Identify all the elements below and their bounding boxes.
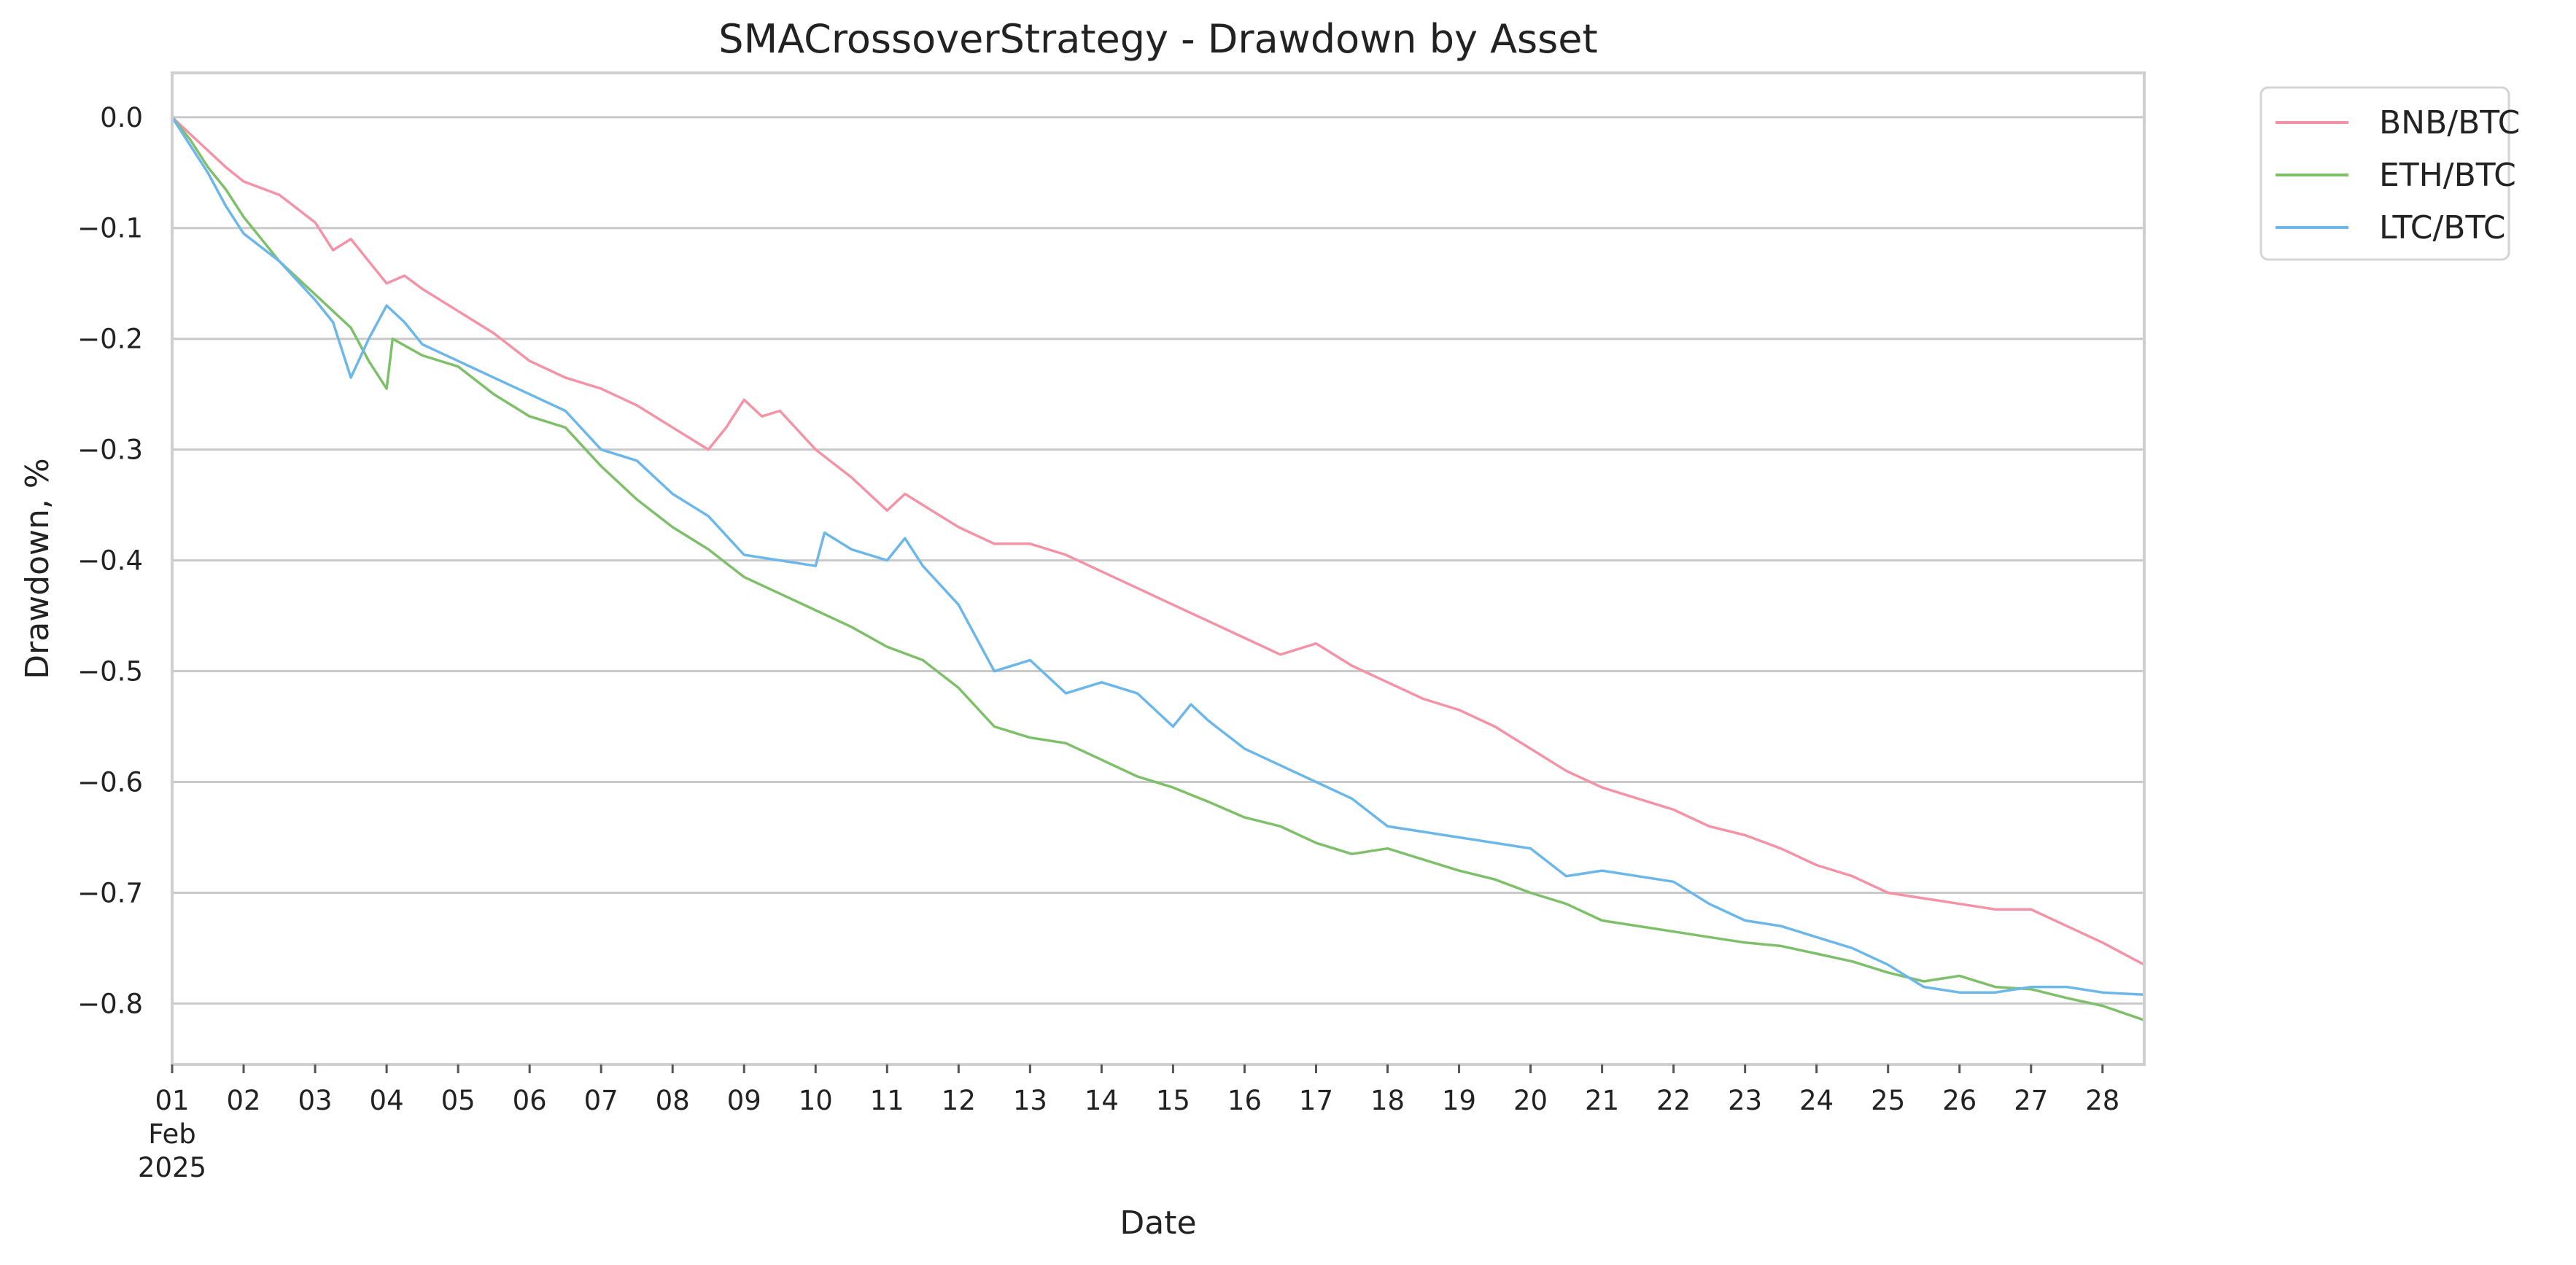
x-tick-label: 09 [727,1085,761,1116]
x-tick-label: 23 [1728,1085,1762,1116]
x-tick-label: 22 [1656,1085,1691,1116]
x-axis-label: Date [1120,1204,1196,1242]
y-tick-label: −0.7 [77,877,143,908]
y-tick-label: −0.1 [77,213,143,244]
x-tick-label: 18 [1370,1085,1405,1116]
series-line-ltc-btc [171,116,2145,997]
x-tick-label: 16 [1227,1085,1262,1116]
x-tick-label: 03 [298,1085,333,1116]
y-axis-label: Drawdown, % [19,458,56,679]
x-tick-month: Feb [148,1118,196,1150]
y-tick-label: 0.0 [100,102,143,133]
x-tick-label: 05 [441,1085,476,1116]
x-tick-label: 04 [370,1085,404,1116]
x-tick-label: 08 [656,1085,690,1116]
y-tick-label: −0.6 [77,767,143,798]
legend-label: ETH/BTC [2379,157,2516,194]
legend-frame [2259,86,2510,261]
x-tick-label: 24 [1799,1085,1834,1116]
x-tick-label: 07 [584,1085,618,1116]
legend-label: BNB/BTC [2379,104,2520,141]
y-tick-label: −0.2 [77,324,143,355]
x-tick-label: 13 [1013,1085,1047,1116]
x-tick-label: 14 [1085,1085,1119,1116]
legend: BNB/BTC ETH/BTC LTC/BTC [2259,86,2520,261]
x-tick-label: 15 [1156,1085,1190,1116]
x-tick-label: 11 [870,1085,904,1116]
series-line-eth-btc [171,116,2145,1021]
x-tick-label: 27 [2014,1085,2048,1116]
x-tick-label: 28 [2085,1085,2119,1116]
x-tick-label: 01 [155,1085,189,1116]
y-tick-label: −0.3 [77,435,143,466]
y-tick-label: −0.5 [77,656,143,688]
legend-label: LTC/BTC [2379,209,2506,246]
x-tick-label: 12 [942,1085,976,1116]
y-ticks: 0.0 −0.1 −0.2 −0.3 −0.4 −0.5 −0.6 −0.7 −0.8 [77,102,143,1020]
x-tick-label: 20 [1513,1085,1548,1116]
x-tick-label: 19 [1442,1085,1476,1116]
x-tick-label: 17 [1299,1085,1333,1116]
x-tick-label: 25 [1871,1085,1905,1116]
x-tick-year: 2025 [138,1152,206,1183]
series-line-bnb-btc [171,116,2145,966]
x-tick-label: 26 [1942,1085,1976,1116]
x-tick-label: 21 [1585,1085,1619,1116]
series-lines [171,116,2145,1021]
x-tick-label: 02 [226,1085,260,1116]
chart-title: SMACrossoverStrategy - Drawdown by Asset [718,16,1597,62]
x-tick-label: 06 [513,1085,547,1116]
x-tick-label: 10 [799,1085,833,1116]
y-tick-label: −0.4 [77,545,143,577]
plot-frame [171,71,2146,1066]
y-tick-label: −0.8 [77,988,143,1019]
